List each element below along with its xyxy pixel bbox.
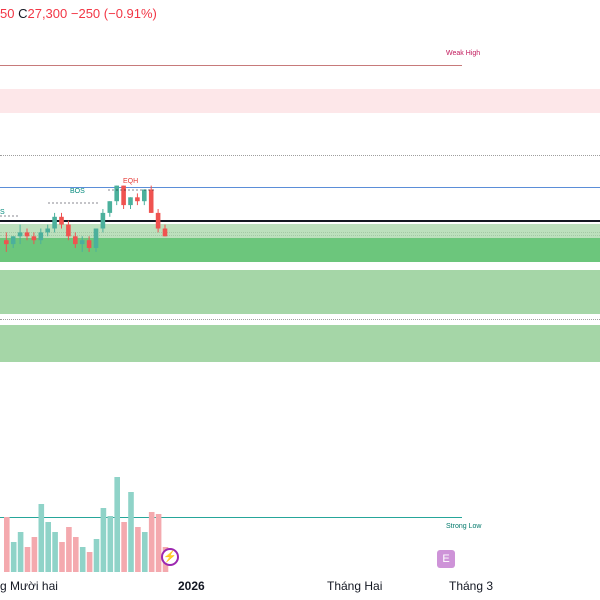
candle	[45, 224, 50, 237]
change-value: −250 (−0.91%)	[70, 6, 157, 21]
close-value: 27,300	[27, 6, 68, 21]
demand-zone-middle	[0, 270, 600, 314]
candle	[142, 189, 147, 206]
candle	[24, 228, 30, 241]
bos-label: BOS	[70, 188, 85, 195]
volume-bars	[4, 477, 169, 572]
candle	[148, 185, 154, 213]
strong-low-line	[0, 517, 462, 518]
weak-high-line	[0, 65, 462, 66]
open-value-tail: 50	[0, 6, 15, 21]
candle	[162, 224, 168, 237]
volume-bar	[31, 537, 38, 572]
bos-left-label: S	[0, 209, 5, 216]
price-chart: S BOS EQH	[0, 178, 169, 572]
volume-bar	[17, 532, 24, 572]
demand-zone-upper	[0, 224, 600, 238]
dotted-level-line	[0, 155, 600, 156]
time-axis: g Mười hai 2026 Tháng Hai Tháng 3	[0, 572, 600, 600]
candle	[100, 209, 106, 233]
candle	[128, 197, 133, 209]
premium-zone	[0, 89, 600, 113]
volume-bar	[10, 542, 17, 572]
earnings-e-icon[interactable]: E	[437, 550, 455, 568]
candle	[31, 232, 37, 245]
bos-level-line	[0, 187, 600, 188]
volume-bar	[135, 527, 141, 572]
volume-bar	[128, 492, 134, 572]
strong-low-label: Strong Low	[446, 523, 482, 530]
demand-zone-lower	[0, 325, 600, 362]
weak-high-label: Weak High	[446, 50, 481, 57]
volume-bar	[100, 508, 107, 572]
candle	[86, 236, 92, 252]
volume-bar	[121, 522, 127, 572]
candle	[121, 185, 126, 209]
candle	[4, 232, 9, 252]
time-tick-2026: 2026	[178, 579, 205, 593]
candle	[52, 212, 57, 233]
time-tick-february: Tháng Hai	[327, 579, 383, 593]
candle	[10, 236, 16, 248]
candle	[107, 201, 113, 217]
candle	[114, 185, 119, 206]
candle	[93, 228, 99, 252]
candle	[79, 236, 85, 252]
structure-markup: S BOS EQH	[0, 178, 155, 217]
ohlc-readout: 50 C27,300 −250 (−0.91%)	[0, 6, 157, 21]
eqh-label: EQH	[123, 178, 138, 185]
volume-bar	[66, 527, 72, 572]
candle	[17, 224, 23, 245]
time-tick-march: Tháng 3	[449, 579, 494, 593]
dotted-zone-line	[0, 319, 600, 320]
close-label: C	[18, 6, 28, 21]
candles	[4, 185, 168, 252]
time-tick-december: g Mười hai	[0, 579, 58, 593]
volume-bar	[142, 532, 148, 572]
volume-bar	[73, 537, 79, 572]
candle	[73, 232, 78, 248]
volume-bar	[86, 552, 93, 572]
volume-bar	[93, 539, 100, 572]
volume-bar	[38, 504, 45, 572]
volume-bar	[24, 547, 31, 572]
volume-bar	[148, 512, 155, 572]
demand-zone-strong	[0, 238, 600, 262]
volume-bar	[107, 516, 114, 572]
candle	[135, 193, 140, 206]
candle	[66, 220, 71, 241]
candle	[155, 209, 161, 233]
candle	[59, 212, 64, 229]
volume-bar	[79, 547, 86, 572]
volume-bar	[114, 477, 120, 572]
current-price-line	[0, 220, 600, 222]
candle	[38, 228, 44, 245]
volume-bar	[59, 542, 65, 572]
volume-bar	[155, 514, 162, 572]
volume-bar	[45, 522, 51, 572]
volume-bar	[4, 517, 10, 572]
dividend-lightning-icon[interactable]: ⚡	[161, 548, 179, 566]
volume-bar	[52, 532, 58, 572]
